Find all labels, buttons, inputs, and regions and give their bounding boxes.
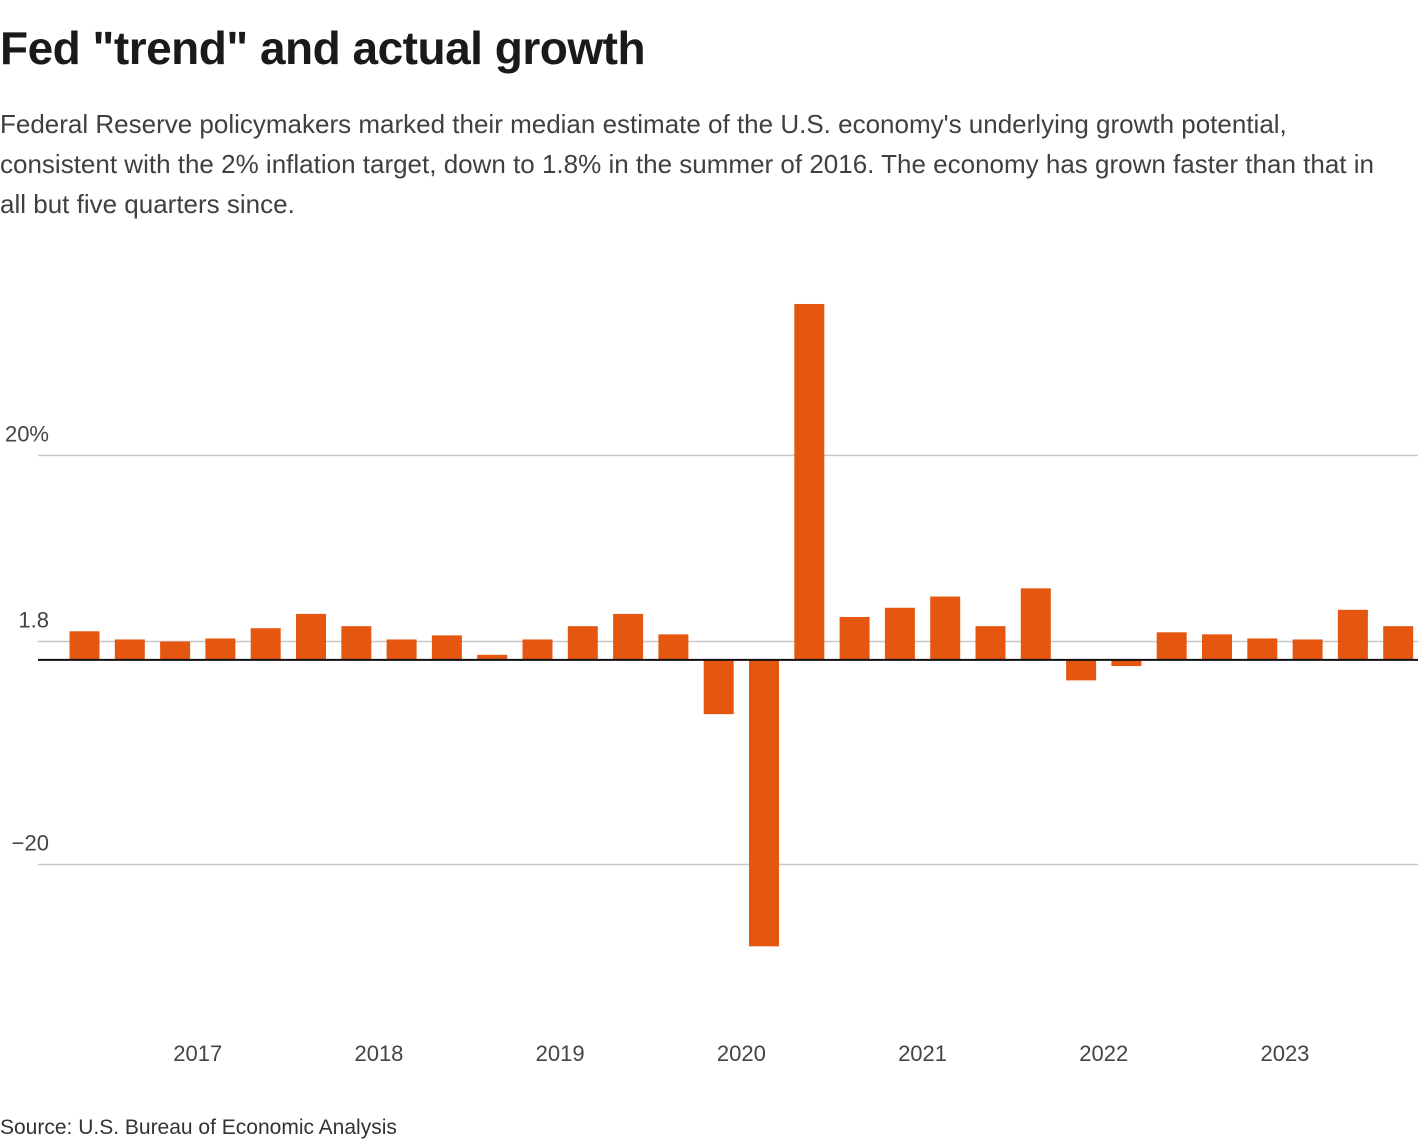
x-tick-label: 2017 (173, 1041, 222, 1066)
bar: 2022 Q3: 2.7 (1156, 632, 1187, 660)
bar: 2022 Q4: 2.5 (1202, 634, 1232, 660)
bar: 2019 Q3: 4.5 (613, 613, 644, 660)
bar: 2020 Q2: -28 (749, 659, 779, 947)
bar: 2018 Q1: 3.3 (341, 626, 372, 660)
bar: 2018 Q3: 2.4 (431, 635, 462, 660)
x-tick-label: 2021 (898, 1041, 947, 1066)
x-tick-label: 2018 (354, 1041, 403, 1066)
x-tick-label: 2020 (717, 1041, 766, 1066)
bar: 2019 Q2: 3.3 (567, 626, 598, 660)
bar: 2022 Q1: -2 (1066, 659, 1097, 681)
bar: 2022 Q2: -0.6 (1111, 659, 1142, 667)
bar: 2020 Q1: -5.3 (703, 659, 734, 715)
chart-title: Fed "trend" and actual growth (0, 22, 646, 74)
x-tick-label: 2019 (536, 1041, 585, 1066)
bar: 2016 Q3: 2.8 (69, 631, 100, 660)
bar: 2021 Q3: 3.3 (975, 626, 1006, 660)
bar: 2017 Q4: 4.5 (296, 613, 326, 660)
x-tick-label: 2023 (1260, 1041, 1309, 1066)
bar: 2018 Q4: 0.5 (477, 654, 508, 660)
bar: 2017 Q2: 2.1 (205, 638, 236, 660)
source-note: Source: U.S. Bureau of Economic Analysis (0, 1116, 397, 1139)
y-tick-label: 1.8 (18, 608, 49, 633)
y-tick-labels: 20% 1.8 −20 (5, 421, 49, 855)
y-tick-label: 20% (5, 421, 49, 446)
bar: 2023 Q1: 2.1 (1247, 638, 1278, 660)
x-tick-labels: 2017 2018 2019 2020 2021 2022 2023 (173, 1041, 1309, 1066)
bar: 2021 Q1: 5.1 (884, 607, 915, 660)
y-tick-label: −20 (12, 830, 49, 855)
bar: 2023 Q4: 3.3 (1383, 626, 1414, 660)
bar: 2017 Q1: 1.8 (160, 641, 191, 660)
bar: 2016 Q4: 2 (114, 639, 145, 660)
bar: 2019 Q1: 2 (522, 639, 553, 660)
bar: 2020 Q3: 34.8 (794, 303, 825, 660)
bar: 2023 Q3: 4.9 (1337, 609, 1368, 660)
x-tick-label: 2022 (1079, 1041, 1128, 1066)
bar: 2021 Q4: 7 (1020, 588, 1051, 660)
bars: 2016 Q3: 2.8 2016 Q4: 2 2017 Q1: 1.8 2017 Q… (69, 303, 1414, 947)
chart-subtitle: Federal Reserve policymakers marked thei… (0, 109, 1374, 219)
bar: 2023 Q2: 2 (1292, 639, 1323, 660)
bar: 2019 Q4: 2.5 (658, 634, 689, 660)
bar: 2018 Q2: 2 (386, 639, 417, 660)
bar: 2020 Q4: 4.2 (839, 616, 870, 660)
bar: 2021 Q2: 6.2 (930, 596, 961, 660)
bar: 2017 Q3: 3.1 (250, 628, 281, 660)
